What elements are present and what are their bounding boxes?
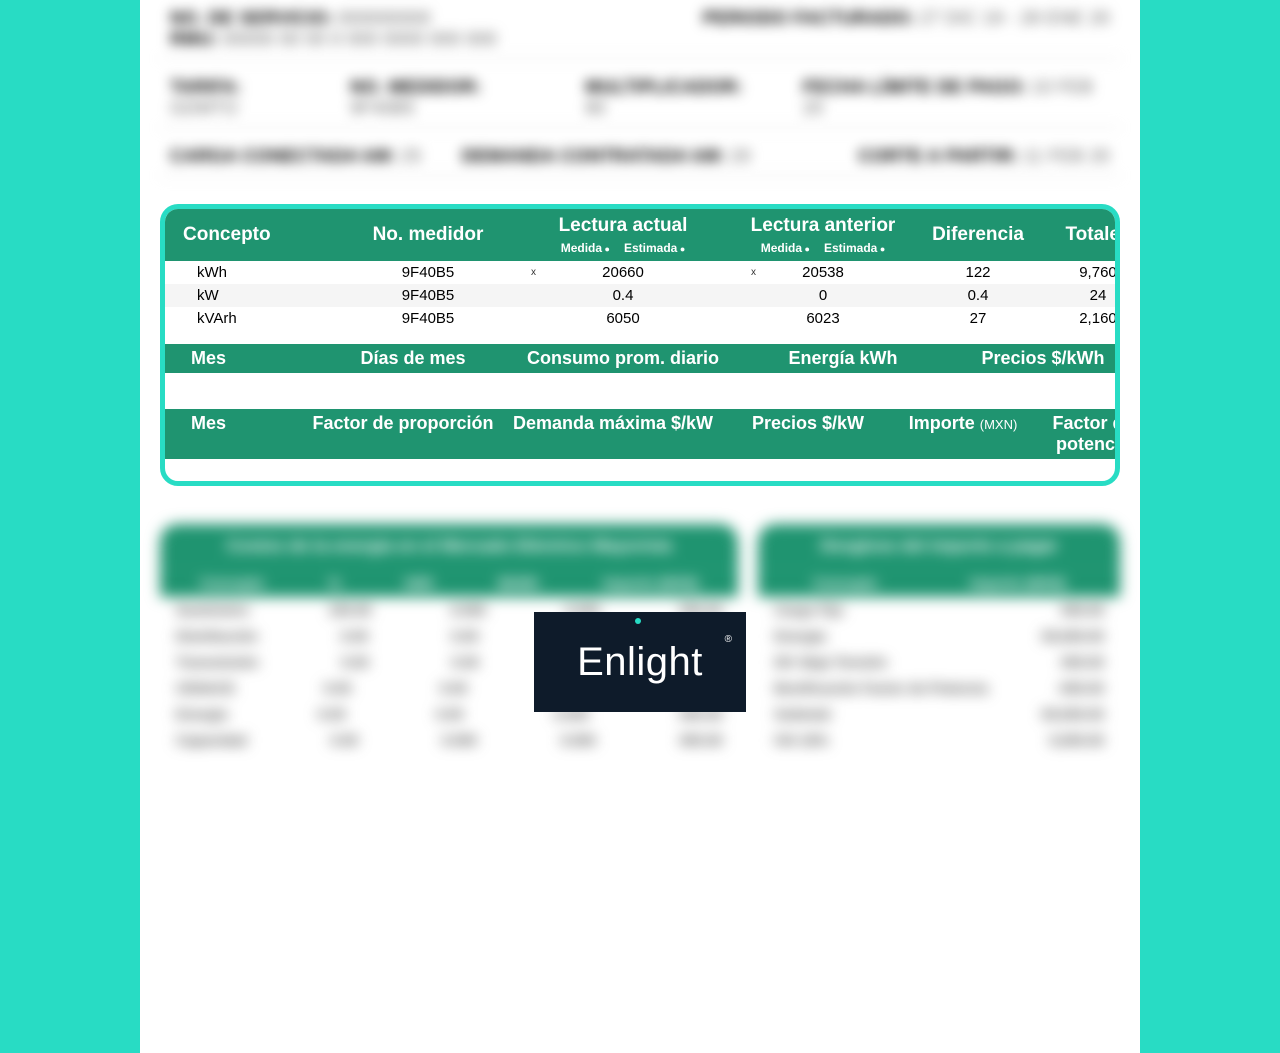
col-energia: Energía kWh: [743, 348, 943, 369]
cell-totales: 9,760: [1043, 264, 1120, 281]
col-fp: Factor de potencia: [1033, 413, 1120, 455]
table-row: kW9F40B50.400.424: [165, 284, 1115, 307]
col-mes: Mes: [183, 413, 303, 455]
table-row: kVArh9F40B560506023272,160: [165, 307, 1115, 330]
col-lectura-anterior: Lectura anterior: [733, 215, 913, 237]
cell-lectura-anterior: 0: [733, 287, 913, 304]
col-totales: Totales: [1043, 224, 1120, 246]
cell-diferencia: 27: [913, 310, 1043, 327]
blurred-header-fields: NO. DE SERVICIO: 000000000 RMU: 00000 00…: [160, 0, 1120, 176]
col-consumo: Consumo prom. diario: [503, 348, 743, 369]
col-lectura-actual: Lectura actual: [513, 215, 733, 237]
field-label: CARGA CONECTADA kW:: [170, 146, 397, 166]
cell-totales: 24: [1043, 287, 1120, 304]
field-label: DEMANDA CONTRATADA kW:: [462, 146, 726, 166]
field-value: 00000 00 00 0 000 0000 000 000: [223, 29, 497, 49]
cell-medidor: 9F40B5: [343, 264, 513, 281]
enlight-logo-text: Enlight: [577, 640, 703, 685]
col-mes: Mes: [183, 348, 323, 369]
cell-medidor: 9F40B5: [343, 310, 513, 327]
col-demanda: Demanda máxima $/kW: [503, 413, 723, 455]
field-label: NO. DE SERVICIO:: [170, 8, 334, 28]
cell-lectura-actual: x20660: [513, 264, 733, 281]
cell-medidor: 9F40B5: [343, 287, 513, 304]
cell-lectura-actual: 6050: [513, 310, 733, 327]
highlighted-readings-box: Concepto No. medidor Lectura actual Medi…: [160, 204, 1120, 486]
cell-concepto: kW: [183, 287, 343, 304]
col-medidor: No. medidor: [343, 224, 513, 246]
cell-concepto: kVArh: [183, 310, 343, 327]
table-row: kWh9F40B5x20660x205381229,760: [165, 261, 1115, 284]
col-importe: Importe (MXN): [893, 413, 1033, 455]
enlight-logo: Enlight ®: [534, 612, 746, 712]
cell-concepto: kWh: [183, 264, 343, 281]
col-diferencia: Diferencia: [913, 224, 1043, 246]
col-concepto: Concepto: [183, 224, 343, 246]
field-label: FECHA LÍMITE DE PAGO:: [803, 77, 1027, 97]
cell-diferencia: 122: [913, 264, 1043, 281]
blurred-breakdown-table: Desglose del importe a pagar ConceptoImp…: [758, 524, 1120, 753]
field-label: TARIFA:: [170, 77, 242, 97]
demand-header: Mes Factor de proporción Demanda máxima …: [165, 409, 1115, 459]
cell-diferencia: 0.4: [913, 287, 1043, 304]
field-value: 27 DIC 19 - 28 ENE 20: [920, 8, 1110, 28]
registered-mark: ®: [725, 634, 732, 645]
cell-lectura-anterior: 6023: [733, 310, 913, 327]
col-factor: Factor de proporción: [303, 413, 503, 455]
col-dias: Días de mes: [323, 348, 503, 369]
readings-table-header: Concepto No. medidor Lectura actual Medi…: [165, 209, 1115, 261]
utility-bill-page: NO. DE SERVICIO: 000000000 RMU: 00000 00…: [140, 0, 1140, 1053]
readings-table-body: kWh9F40B5x20660x205381229,760kW9F40B50.4…: [165, 261, 1115, 330]
cell-totales: 2,160: [1043, 310, 1120, 327]
field-label: RMU:: [170, 29, 218, 49]
cell-lectura-anterior: x20538: [733, 264, 913, 281]
field-label: CORTE A PARTIR:: [858, 146, 1019, 166]
cell-lectura-actual: 0.4: [513, 287, 733, 304]
monthly-consumption-header: Mes Días de mes Consumo prom. diario Ene…: [165, 344, 1115, 373]
field-label: PERIODO FACTURADO:: [703, 8, 915, 28]
col-precios: Precios $/kW: [723, 413, 893, 455]
field-value: 000000000: [338, 8, 431, 28]
col-precios: Precios $/kWh: [943, 348, 1120, 369]
enlight-logo-dot-icon: [635, 618, 641, 624]
field-label: MULTIPLICADOR:: [585, 77, 743, 97]
field-label: NO. MEDIDOR:: [350, 77, 482, 97]
